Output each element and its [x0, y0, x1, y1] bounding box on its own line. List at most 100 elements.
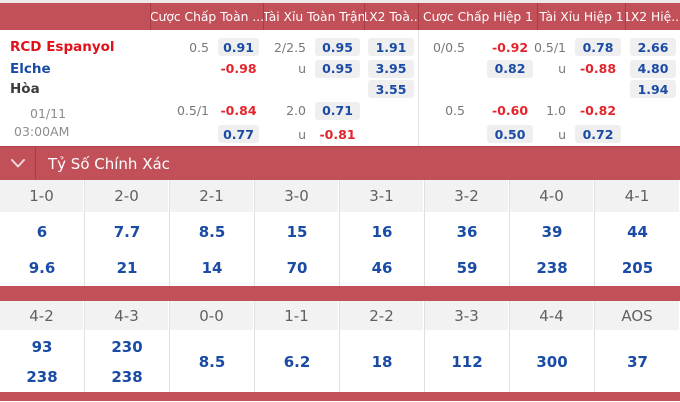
- score-odds[interactable]: 8.5: [198, 223, 226, 241]
- h1-handicap-odds-home[interactable]: -0.92: [491, 39, 529, 55]
- score-odds[interactable]: 9.6: [28, 259, 56, 277]
- score-column: 0-0 8.5: [170, 301, 255, 392]
- ft-ou-odds2-under[interactable]: -0.81: [319, 126, 356, 142]
- score-column: 3-1 16 46: [340, 180, 425, 286]
- score-odds[interactable]: 46: [371, 259, 393, 277]
- header-ft-1x2: 1X2 Toà...: [364, 3, 418, 30]
- score-odds[interactable]: 112: [451, 353, 483, 371]
- score-label: 3-0: [255, 180, 339, 214]
- score-label: 4-0: [510, 180, 594, 214]
- score-odds[interactable]: 18: [371, 353, 393, 371]
- h1-handicap-odds2-home[interactable]: -0.60: [491, 103, 529, 118]
- team-away-name: Elche: [10, 60, 51, 77]
- half-separator-line: [418, 30, 419, 146]
- match-date: 01/11: [30, 106, 67, 121]
- score-column: 3-3 112: [425, 301, 510, 392]
- h1-ou-odds2-under[interactable]: 0.72: [575, 122, 625, 146]
- h1-1x2-odds-away[interactable]: 4.80: [625, 58, 680, 79]
- score-column: 2-0 7.7 21: [85, 180, 170, 286]
- score-label: 3-3: [425, 301, 509, 332]
- ft-1x2-odds-home[interactable]: 1.91: [364, 36, 418, 58]
- score-odds[interactable]: 238: [536, 259, 568, 277]
- score-label: 0-0: [170, 301, 254, 332]
- ft-handicap-odds-home[interactable]: 0.91: [218, 36, 263, 58]
- ft-ou-odds2-over[interactable]: 0.71: [315, 99, 364, 122]
- h1-ou-odds-over[interactable]: 0.78: [575, 36, 625, 58]
- score-odds[interactable]: 39: [541, 223, 563, 241]
- score-label: AOS: [595, 301, 680, 332]
- score-odds[interactable]: 238: [26, 368, 58, 386]
- top-strip: [0, 0, 680, 3]
- header-h1-1x2: 1X2 Hiệ...: [625, 3, 680, 30]
- match-time: 03:00AM: [14, 124, 70, 139]
- ft-ou-line2-over: 2.0: [286, 103, 306, 118]
- score-odds[interactable]: 205: [621, 259, 654, 277]
- header-ft-over-under: Tài Xỉu Toàn Trận: [263, 3, 364, 30]
- ft-handicap-odds2-home[interactable]: -0.84: [220, 103, 257, 118]
- h1-handicap-odds2-away[interactable]: 0.50: [474, 122, 537, 146]
- score-odds[interactable]: 21: [116, 259, 138, 277]
- collapse-toggle[interactable]: [0, 147, 36, 180]
- score-label: 4-4: [510, 301, 594, 332]
- score-column: 1-0 6 9.6: [0, 180, 85, 286]
- score-odds[interactable]: 14: [201, 259, 223, 277]
- score-column: 4-1 44 205: [595, 180, 680, 286]
- ft-ou-line-over: 2/2.5: [273, 39, 306, 55]
- score-column: 3-0 15 70: [255, 180, 340, 286]
- odds-market-header-row: Cược Chấp Toàn ... Tài Xỉu Toàn Trận 1X2…: [0, 3, 680, 30]
- ft-1x2-odds-draw[interactable]: 3.55: [364, 79, 418, 99]
- score-label: 1-0: [0, 180, 84, 214]
- score-column: 1-1 6.2: [255, 301, 340, 392]
- h1-ou-line-over: 0.5/1: [533, 39, 566, 55]
- score-column: 4-0 39 238: [510, 180, 595, 286]
- ft-handicap-odds-away[interactable]: -0.98: [220, 61, 257, 76]
- section-divider-band: [0, 286, 680, 301]
- score-odds[interactable]: 230: [111, 338, 143, 356]
- score-odds[interactable]: 70: [286, 259, 308, 277]
- score-label: 2-2: [340, 301, 424, 332]
- h1-ou-odds-under[interactable]: -0.88: [579, 61, 617, 76]
- h1-ou-line-under: u: [558, 61, 566, 76]
- score-odds[interactable]: 44: [627, 223, 648, 241]
- score-label: 4-3: [85, 301, 169, 332]
- bottom-band: [0, 392, 680, 401]
- score-column: 2-1 8.5 14: [170, 180, 255, 286]
- score-column: 4-2 93 238: [0, 301, 85, 392]
- ft-ou-line-under: u: [298, 61, 306, 76]
- ft-ou-odds-under[interactable]: 0.95: [315, 58, 364, 79]
- score-column: AOS 37: [595, 301, 680, 392]
- score-odds[interactable]: 300: [536, 353, 568, 371]
- score-odds[interactable]: 6: [36, 223, 48, 241]
- ft-ou-line2-under: u: [298, 126, 306, 142]
- correct-score-section-header[interactable]: Tỷ Số Chính Xác: [0, 146, 680, 180]
- score-odds[interactable]: 8.5: [198, 353, 226, 371]
- score-odds[interactable]: 238: [111, 368, 143, 386]
- h1-1x2-odds-draw[interactable]: 1.94: [625, 79, 680, 99]
- h1-1x2-odds-home[interactable]: 2.66: [625, 36, 680, 58]
- score-odds[interactable]: 15: [286, 223, 308, 241]
- score-odds[interactable]: 37: [627, 353, 648, 371]
- match-datetime: 01/11 03:00AM: [0, 99, 150, 146]
- ft-handicap-line-home: 0.5: [189, 39, 209, 55]
- score-column: 4-3 230 238: [85, 301, 170, 392]
- ft-handicap-odds2-away[interactable]: 0.77: [218, 122, 263, 146]
- team-column-spacer: [0, 3, 150, 30]
- score-odds[interactable]: 36: [456, 223, 478, 241]
- score-label: 3-1: [340, 180, 424, 214]
- odds-table-body: RCD Espanyol 0.5 0.91 2/2.5 0.95 1.91 0/…: [0, 30, 680, 146]
- section-title: Tỷ Số Chính Xác: [48, 154, 170, 173]
- correct-score-grid-2: 4-2 93 238 4-3 230 238 0-0 8.5 1-1 6.2 2-2…: [0, 301, 680, 392]
- ft-1x2-odds-away[interactable]: 3.95: [364, 58, 418, 79]
- score-label: 4-2: [0, 301, 84, 332]
- score-odds[interactable]: 16: [371, 223, 393, 241]
- ft-ou-odds-over[interactable]: 0.95: [315, 36, 364, 58]
- h1-handicap-odds-away[interactable]: 0.82: [474, 58, 537, 79]
- header-h1-handicap: Cược Chấp Hiệp 1: [418, 3, 537, 30]
- correct-score-grid-1: 1-0 6 9.6 2-0 7.7 21 2-1 8.5 14 3-0 15 70 3-…: [0, 180, 680, 286]
- score-label: 1-1: [255, 301, 339, 332]
- score-odds[interactable]: 59: [456, 259, 478, 277]
- score-odds[interactable]: 93: [31, 338, 53, 356]
- score-odds[interactable]: 7.7: [113, 223, 141, 241]
- score-odds[interactable]: 6.2: [283, 353, 311, 371]
- h1-ou-odds2-over[interactable]: -0.82: [579, 103, 617, 118]
